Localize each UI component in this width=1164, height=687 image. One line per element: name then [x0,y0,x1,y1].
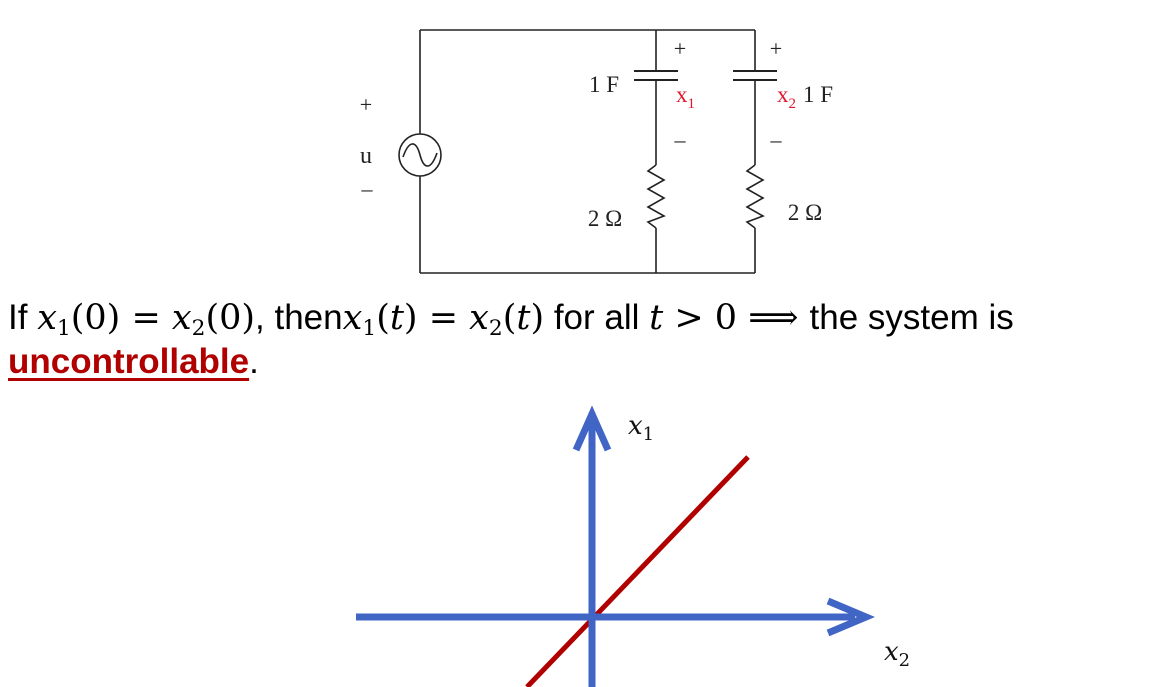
resistor1 [646,164,666,229]
capacitor2 [733,70,777,81]
invariant-line [525,455,750,687]
source-plus: + [360,92,372,117]
x1-axis-arrow-icon [572,405,612,452]
capacitor2-value: 1 F [803,82,833,107]
statement-line2: uncontrollable. [8,342,259,381]
sine-wave-icon [402,143,438,167]
statement: If x1(0) = x2(0), thenx1(t) = x2(t) for … [8,296,1164,384]
x2-axis-label: x2 [884,637,910,671]
circuit-diagram: + u – 1 F 1 F + – + – x1 x2 2 Ω 2 Ω [360,29,833,274]
statement-line1: If x1(0) = x2(0), thenx1(t) = x2(t) for … [8,298,1014,342]
conclusion-word: uncontrollable [8,342,250,381]
source-minus: – [361,176,374,201]
state1-label: x1 [676,82,695,112]
resistor1-value: 2 Ω [588,206,622,231]
capacitor2-plus: + [770,36,782,61]
source-label: u [360,143,372,169]
capacitor1 [634,70,678,81]
capacitor1-plus: + [674,36,686,61]
resistor2-value: 2 Ω [788,200,822,225]
resistor2 [745,164,765,229]
circuit-wires [419,29,756,274]
capacitor1-value: 1 F [589,72,619,97]
x2-axis-arrow-icon [826,597,876,637]
capacitor2-minus: – [770,127,783,152]
capacitor1-minus: – [674,127,687,152]
state2-label: x2 [777,82,796,112]
x1-axis-label: x1 [628,411,654,445]
